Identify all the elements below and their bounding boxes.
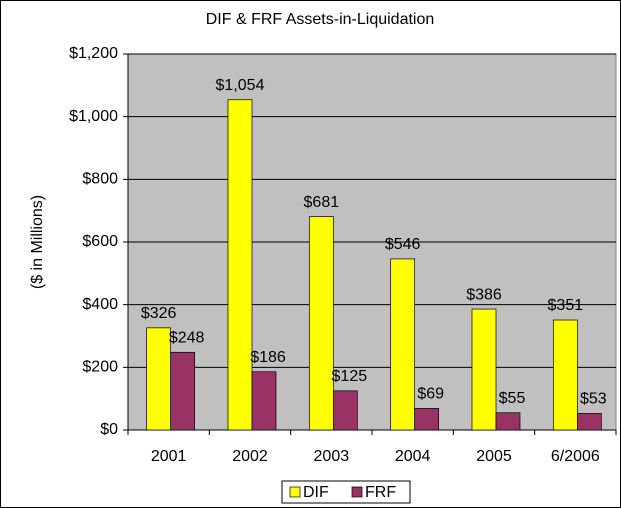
- legend-swatch: [351, 486, 363, 498]
- value-label: $681: [304, 194, 340, 211]
- bar: [227, 99, 253, 431]
- bar: [390, 258, 416, 431]
- y-tick-label: $1,000: [69, 108, 118, 125]
- bar: [471, 308, 497, 431]
- x-tick-label: 2004: [395, 448, 431, 465]
- legend-box: [281, 480, 411, 504]
- y-axis-label: ($ in Millions): [29, 195, 46, 289]
- bar: [414, 408, 440, 431]
- x-tick-label: 2003: [314, 448, 350, 465]
- bar: [308, 216, 334, 431]
- value-label: $248: [169, 330, 205, 347]
- value-label: $125: [332, 368, 368, 385]
- value-label: $546: [385, 236, 421, 253]
- chart-title: DIF & FRF Assets-in-Liquidation: [206, 11, 435, 28]
- value-label: $351: [548, 297, 584, 314]
- x-tick-label: 2005: [476, 448, 512, 465]
- bar: [552, 319, 578, 431]
- bar: [170, 351, 196, 431]
- legend-label: FRF: [365, 484, 396, 501]
- x-tick-label: 2002: [232, 448, 268, 465]
- value-label: $69: [417, 386, 444, 403]
- value-label: $386: [466, 286, 502, 303]
- value-label: $1,054: [216, 77, 265, 94]
- y-tick-label: $200: [82, 359, 118, 376]
- x-tick-label: 2001: [151, 448, 187, 465]
- value-label: $53: [580, 391, 607, 408]
- value-label: $55: [499, 390, 526, 407]
- bar: [576, 413, 602, 431]
- y-tick-label: $400: [82, 296, 118, 313]
- y-tick-label: $600: [82, 233, 118, 250]
- bar: [146, 327, 172, 431]
- x-tick-label: 6/2006: [551, 448, 600, 465]
- y-tick-label: $1,200: [69, 45, 118, 62]
- y-tick-label: $800: [82, 171, 118, 188]
- y-tick-label: $0: [100, 421, 118, 438]
- value-label: $326: [141, 305, 177, 322]
- bar: [332, 390, 358, 431]
- legend-swatch: [289, 486, 301, 498]
- bar: [251, 371, 277, 431]
- bar: [495, 412, 521, 431]
- value-label: $186: [250, 349, 286, 366]
- legend-label: DIF: [303, 484, 329, 501]
